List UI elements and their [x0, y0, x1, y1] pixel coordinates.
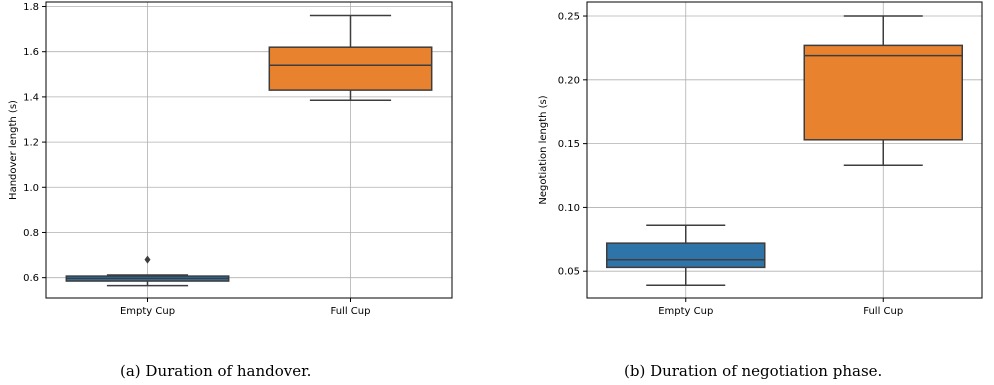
box-empty-cup: [606, 242, 766, 269]
box-full-cup: [803, 44, 963, 141]
box-full-cup: [268, 46, 433, 91]
y-tick-label: 1.0: [23, 183, 39, 194]
y-tick-label: 1.8: [23, 2, 39, 13]
plot-frame: [45, 1, 453, 299]
x-tick-label-empty-cup: Empty Cup: [658, 306, 713, 317]
y-axis-label: Negotiation length (s): [538, 95, 549, 204]
outlier-point-empty-cup: [144, 255, 151, 264]
y-tick-label: 1.4: [23, 92, 39, 103]
caption-negotiation: (b) Duration of negotiation phase.: [624, 362, 883, 380]
y-tick-label: 1.2: [23, 138, 39, 149]
caption-handover: (a) Duration of handover.: [120, 362, 312, 380]
y-tick-label: 0.6: [23, 273, 39, 284]
chart-handover-duration: 0.6 0.8 1.0 1.2 1.4 1.6 1.8 Empty Cup Full Cup Ha…: [8, 1, 453, 317]
y-tick-label: 0.25: [558, 12, 580, 23]
y-tick-label: 0.8: [23, 228, 39, 239]
x-tick-label-full-cup: Full Cup: [331, 306, 371, 317]
x-tick-label-full-cup: Full Cup: [863, 306, 903, 317]
y-tick-label: 0.05: [558, 267, 580, 278]
y-tick-label: 0.20: [558, 75, 580, 86]
y-tick-label: 0.10: [558, 203, 580, 214]
y-axis-label: Handover length (s): [8, 100, 19, 200]
x-tick-label-empty-cup: Empty Cup: [120, 306, 175, 317]
chart-negotiation-duration: 0.05 0.10 0.15 0.20 0.25 Empty Cup Full Cup Neg…: [538, 1, 983, 317]
plot-frame: [586, 1, 983, 299]
y-tick-label: 1.6: [23, 47, 39, 58]
y-tick-label: 0.15: [558, 139, 580, 150]
